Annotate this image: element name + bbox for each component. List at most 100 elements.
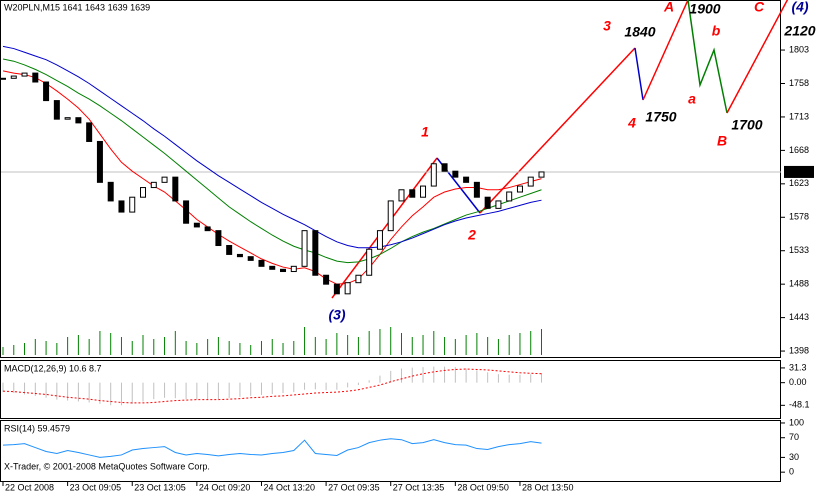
moving-average xyxy=(2,58,542,264)
wave-label: A xyxy=(663,0,674,15)
candle xyxy=(420,185,427,198)
candle xyxy=(495,200,502,209)
candle xyxy=(258,259,265,267)
moving-average xyxy=(2,45,542,249)
wave-label: 1840 xyxy=(624,24,655,40)
candle xyxy=(10,75,17,79)
wave-line xyxy=(642,0,689,101)
y-tick-label: 1398 xyxy=(789,345,809,355)
y-tick-label: 1758 xyxy=(789,78,809,88)
candle xyxy=(290,265,297,273)
wave-label: 2 xyxy=(467,227,476,243)
candle xyxy=(118,200,125,213)
candle xyxy=(484,196,491,209)
candle xyxy=(355,274,362,284)
y-tick-label: 1578 xyxy=(789,212,809,222)
candle xyxy=(53,100,60,120)
candle xyxy=(527,176,534,187)
y-tick-label: 31.3 xyxy=(789,362,807,372)
y-tick-label: -48.1 xyxy=(789,400,810,410)
x-tick-label: 27 Oct 13:35 xyxy=(393,482,445,492)
candle xyxy=(452,170,459,178)
candle xyxy=(538,171,545,178)
wave-line xyxy=(331,157,438,299)
moving-average xyxy=(2,70,542,285)
candle xyxy=(215,230,222,247)
candle xyxy=(140,187,147,198)
wave-label: a xyxy=(688,91,696,107)
candle xyxy=(107,181,114,202)
candle xyxy=(183,200,190,224)
x-tick-label: 22 Oct 2008 xyxy=(5,482,54,492)
candle xyxy=(516,185,523,193)
candle xyxy=(96,140,103,183)
wave-line xyxy=(687,0,728,114)
wave-line xyxy=(634,47,644,101)
macd-title: MACD(12,26,9) 10.6 8.7 xyxy=(4,363,102,373)
candle xyxy=(64,117,71,120)
candle xyxy=(323,274,330,285)
candle xyxy=(463,176,470,183)
candle xyxy=(236,253,243,258)
candle xyxy=(280,268,287,273)
chart-title: W20PLN,M15 1641 1643 1639 1639 xyxy=(4,2,150,12)
y-tick-label: 30 xyxy=(789,452,799,462)
wave-label: B xyxy=(717,133,727,149)
x-tick-label: 27 Oct 09:35 xyxy=(328,482,380,492)
candle xyxy=(301,230,308,267)
candle xyxy=(161,176,168,183)
main-panel xyxy=(0,0,781,358)
candle xyxy=(21,72,28,77)
candle xyxy=(387,200,394,232)
wave-label: 2120 xyxy=(783,23,815,39)
rsi-title: RSI(14) 59.4579 xyxy=(4,423,70,433)
rsi-panel xyxy=(0,420,781,482)
wave-label: 1750 xyxy=(645,109,676,125)
candle xyxy=(247,256,254,261)
last-price: 1639 xyxy=(788,166,808,176)
candle xyxy=(441,163,448,172)
x-tick-label: 23 Oct 13:05 xyxy=(134,482,186,492)
footer: X-Trader, © 2001-2008 MetaQuotes Softwar… xyxy=(4,461,210,471)
x-tick-label: 24 Oct 13:20 xyxy=(263,482,315,492)
candle xyxy=(75,117,82,124)
signal-line xyxy=(2,368,542,404)
x-tick-label: 28 Oct 13:50 xyxy=(522,482,574,492)
macd-panel xyxy=(0,360,781,419)
rsi-line xyxy=(2,438,542,458)
candle xyxy=(226,245,233,255)
candle xyxy=(366,248,373,276)
wave-label: (4) xyxy=(791,0,808,15)
last-price-box xyxy=(784,165,814,178)
y-tick-label: 100 xyxy=(789,417,804,427)
y-tick-label: 0 xyxy=(789,467,794,477)
candle xyxy=(473,181,480,198)
wave-label: 1900 xyxy=(689,1,720,17)
wave-label: (3) xyxy=(328,307,345,323)
candle xyxy=(150,181,157,189)
candle xyxy=(506,191,513,202)
candle xyxy=(269,265,276,270)
wave-line xyxy=(479,47,636,214)
candle xyxy=(32,72,39,83)
wave-label: 3 xyxy=(603,18,611,34)
candle xyxy=(344,282,351,295)
y-tick-label: 1713 xyxy=(789,111,809,121)
candle xyxy=(398,189,405,202)
y-tick-label: 1623 xyxy=(789,178,809,188)
x-tick-label: 23 Oct 09:05 xyxy=(70,482,122,492)
candle xyxy=(312,230,319,276)
candle xyxy=(409,189,416,198)
candle xyxy=(204,226,211,232)
candle xyxy=(86,122,93,142)
candle xyxy=(430,163,437,187)
candle xyxy=(333,283,340,295)
wave-label: 1700 xyxy=(731,117,762,133)
wave-label: b xyxy=(712,23,721,39)
candle xyxy=(0,77,6,80)
y-tick-label: 1488 xyxy=(789,279,809,289)
x-tick-label: 28 Oct 09:50 xyxy=(457,482,509,492)
x-tick-label: 24 Oct 09:20 xyxy=(199,482,251,492)
